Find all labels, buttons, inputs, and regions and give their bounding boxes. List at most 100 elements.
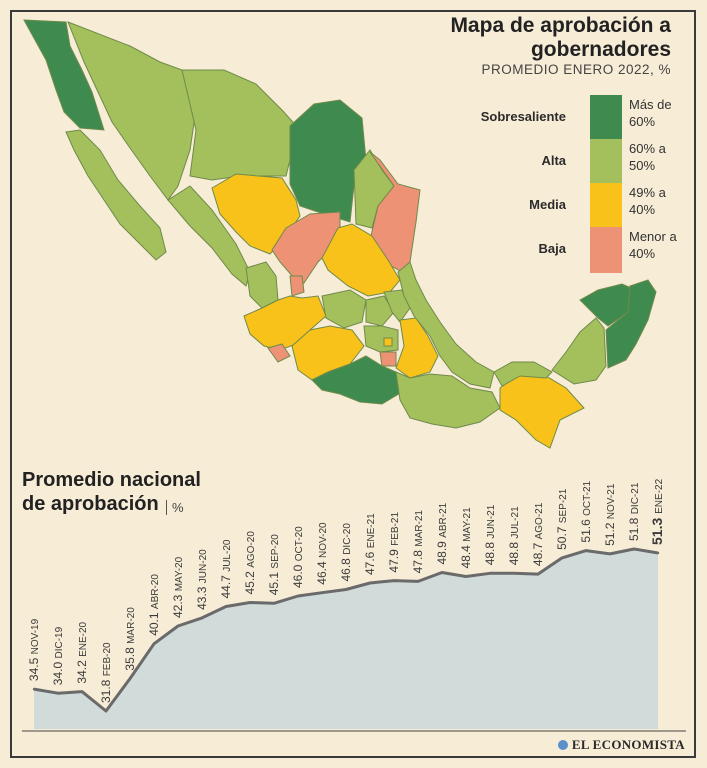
infographic-frame — [10, 10, 696, 758]
state-veracruz — [397, 261, 495, 389]
chart-point — [632, 547, 636, 551]
chart-data-label: 47.6 ENE-21 — [363, 513, 377, 575]
brand-name: EL ECONOMISTA — [571, 737, 685, 752]
chart-data-label: 48.8 JUL-21 — [507, 506, 521, 565]
state-colima — [267, 343, 291, 363]
legend-swatch — [590, 183, 622, 229]
chart-data-label: 47.9 FEB-21 — [387, 512, 401, 573]
chart-point — [392, 579, 396, 582]
legend-label: Alta — [541, 153, 566, 168]
chart-data-label: 47.8 MAR-21 — [411, 510, 425, 574]
chart-point — [296, 594, 300, 598]
chart-data-label: 51.3 ENE-22 — [649, 478, 665, 545]
chart-point — [272, 602, 276, 605]
state-morelos — [379, 351, 397, 367]
chart-point — [200, 616, 204, 620]
chart-title: Promedio nacional de aprobación — [22, 469, 201, 515]
chart-data-label: 35.8 MAR-20 — [123, 607, 137, 671]
state-chihuahua — [181, 69, 301, 181]
state-baja-california — [23, 19, 105, 131]
chart-data-label: 48.8 JUN-21 — [483, 504, 497, 565]
chart-point — [656, 551, 660, 555]
legend-swatch — [590, 227, 622, 273]
state-zacatecas — [271, 211, 341, 287]
state-tabasco — [493, 361, 553, 387]
legend-range: 49% a 40% — [629, 185, 666, 217]
chart-point — [440, 571, 444, 574]
chart-data-label: 45.2 AGO-20 — [243, 531, 257, 595]
chart-point — [224, 605, 228, 608]
chart-data-label: 34.5 NOV-19 — [27, 618, 41, 681]
state-aguascalientes — [289, 275, 305, 297]
legend-item-sobresaliente: Sobresaliente Más de 60% — [481, 95, 678, 141]
state-michoacan — [291, 325, 365, 381]
brand-logo: EL ECONOMISTA — [557, 737, 685, 753]
chart-point — [488, 572, 492, 575]
legend-item-alta: Alta 60% a 50% — [488, 139, 678, 185]
brand-icon — [557, 740, 568, 750]
chart-data-label: 50.7 SEP-21 — [555, 488, 569, 550]
chart-point — [128, 677, 132, 680]
chart-data-label: 40.1 ABR-20 — [147, 574, 161, 636]
chart-point — [248, 601, 252, 604]
map-subtitle: PROMEDIO ENERO 2022, % — [481, 62, 671, 78]
legend-range: Más de 60% — [629, 97, 672, 129]
chart-point — [536, 572, 540, 576]
map-title: Mapa de aprobación a gobernadores — [450, 14, 671, 62]
chart-data-label: 51.6 OCT-21 — [579, 480, 593, 542]
state-guanajuato — [321, 289, 367, 329]
chart-data-label: 51.8 DIC-21 — [627, 482, 641, 541]
state-sonora — [67, 21, 197, 201]
chart-data-label: 34.0 DIC-19 — [51, 626, 65, 685]
legend-label: Sobresaliente — [480, 109, 566, 124]
state-quintana-roo — [605, 279, 657, 369]
chart-point — [32, 687, 36, 691]
chart-point — [104, 709, 108, 713]
chart-point — [152, 642, 156, 645]
chart-point — [464, 575, 468, 578]
state-cdmx — [383, 337, 393, 347]
state-baja-california-sur — [65, 129, 167, 261]
chart-data-label: 34.2 ENE-20 — [75, 621, 89, 683]
chart-point — [80, 690, 84, 693]
legend-range: 60% a 50% — [629, 141, 666, 173]
state-queretaro — [365, 295, 395, 327]
state-hidalgo — [383, 289, 411, 323]
chart-title-block: Promedio nacional de aprobación — [22, 468, 212, 516]
chart-data-label: 51.2 NOV-21 — [603, 483, 617, 546]
chart-point — [56, 692, 60, 695]
chart-point — [176, 624, 180, 628]
legend-label: Media — [529, 197, 566, 212]
chart-point — [560, 556, 564, 560]
legend-item-baja: Baja Menor a 40% — [488, 227, 678, 273]
chart-data-label: 42.3 MAY-20 — [171, 556, 185, 618]
chart-data-label: 31.8 FEB-20 — [99, 642, 113, 703]
chart-data-label: 46.8 DIC-20 — [339, 523, 353, 582]
state-coahuila — [289, 99, 367, 223]
chart-data-label: 46.4 NOV-20 — [315, 522, 329, 585]
chart-data-label: 48.7 AGO-21 — [531, 502, 545, 566]
chart-data-label: 48.9 ABR-21 — [435, 502, 449, 564]
chart-point — [344, 588, 348, 591]
chart-point — [368, 581, 372, 585]
legend-swatch — [590, 95, 622, 141]
chart-point — [584, 549, 588, 552]
chart-data-label: 46.0 OCT-20 — [291, 526, 305, 588]
chart-point — [416, 580, 420, 583]
legend-swatch — [590, 139, 622, 185]
map-title-block: Mapa de aprobación a gobernadores PROMED… — [441, 14, 671, 78]
chart-point — [512, 572, 516, 575]
chart-area-fill — [34, 549, 658, 729]
chart-data-label: 45.1 SEP-20 — [267, 534, 281, 596]
chart-data-label: 48.4 MAY-21 — [459, 507, 473, 569]
chart-point — [608, 552, 612, 556]
legend-range: Menor a 40% — [629, 229, 677, 261]
chart-unit-block: % — [166, 494, 184, 518]
state-campeche — [551, 317, 607, 385]
chart-point — [320, 591, 324, 594]
chart-data-label: 43.3 JUN-20 — [195, 549, 209, 610]
legend-item-media: Media 49% a 40% — [488, 183, 678, 229]
chart-data-label: 44.7 JUL-20 — [219, 539, 233, 598]
